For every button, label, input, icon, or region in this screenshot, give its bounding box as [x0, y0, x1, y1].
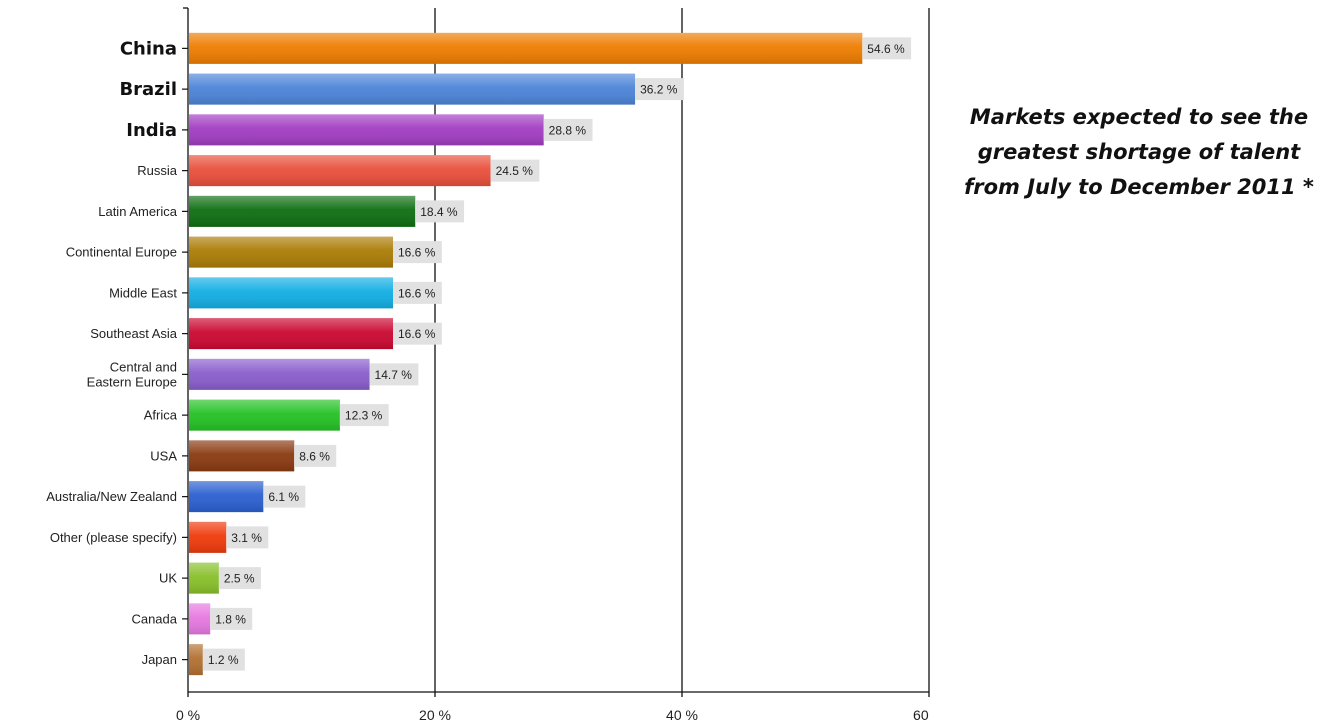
axes [182, 7, 930, 697]
category-label-australia-new-zealand: Australia/New Zealand [46, 489, 177, 504]
value-label-japan: 1.2 % [208, 653, 239, 667]
value-label-australia-new-zealand: 6.1 % [268, 490, 299, 504]
labels: 0 % 20 % 40 % 60 % China 54.6 % Brazil 36.2 % In… [46, 37, 930, 723]
category-label-other-please-specify: Other (please specify) [50, 530, 177, 545]
category-label-line: UK [159, 571, 177, 586]
bar-shine-japan [189, 644, 203, 676]
chart-title-line-2: greatest shortage of talent [977, 140, 1301, 164]
value-label-middle-east: 16.6 % [398, 286, 436, 300]
category-label-africa: Africa [144, 408, 178, 423]
value-label-southeast-asia: 16.6 % [398, 327, 436, 341]
category-label-line: Russia [137, 163, 178, 178]
x-tick-label: 20 % [419, 707, 451, 723]
bar-shine-australia-new-zealand [189, 481, 264, 513]
value-label-usa: 8.6 % [299, 449, 330, 463]
category-label-southeast-asia: Southeast Asia [90, 326, 177, 341]
category-label-line: Other (please specify) [50, 530, 177, 545]
category-label-line: Japan [142, 652, 177, 667]
category-label-central-and-eastern-europe: Central and Eastern Europe [87, 359, 177, 389]
category-label-usa: USA [150, 448, 177, 463]
value-label-box-middle-east [393, 281, 442, 304]
bar-shine-usa [189, 440, 295, 472]
category-label-india: India [126, 120, 177, 141]
value-label-box-uk [218, 567, 261, 590]
bar-shine-central-and-eastern-europe [189, 358, 370, 390]
category-label-line: Canada [131, 611, 177, 626]
category-label-china: China [120, 38, 177, 59]
category-label-line: Continental Europe [66, 245, 177, 260]
bar-shine-continental-europe [189, 236, 394, 268]
value-label-box-central-and-eastern-europe [369, 363, 419, 386]
bar-shine-middle-east [189, 277, 394, 309]
category-label-uk: UK [159, 571, 177, 586]
value-label-africa: 12.3 % [345, 409, 383, 423]
category-label-line: Africa [144, 408, 178, 423]
x-tick-label: 40 % [666, 707, 698, 723]
value-label-box-canada [210, 607, 253, 630]
value-label-box-africa [339, 404, 389, 427]
value-label-box-russia [490, 159, 540, 182]
category-label-line: Latin America [98, 204, 178, 219]
bar-shine-latin-america [189, 195, 416, 227]
gridlines [434, 8, 930, 692]
bars [189, 32, 863, 676]
category-label-line: Southeast Asia [90, 326, 177, 341]
category-label-middle-east: Middle East [109, 285, 177, 300]
category-label-canada: Canada [131, 611, 177, 626]
category-label-line: Brazil [119, 79, 177, 100]
bar-shine-india [189, 114, 544, 146]
value-label-brazil: 36.2 % [640, 83, 678, 97]
value-label-box-southeast-asia [393, 322, 442, 345]
value-label-box-australia-new-zealand [263, 485, 306, 508]
value-label-china: 54.6 % [867, 42, 905, 56]
category-label-line: Australia/New Zealand [46, 489, 177, 504]
bar-shine-brazil [189, 73, 636, 105]
value-label-box-other-please-specify [226, 526, 269, 549]
chart-title: Markets expected to see the greatest sho… [935, 100, 1343, 205]
x-tick-label: 60 % [913, 707, 930, 723]
bar-shine-other-please-specify [189, 521, 227, 553]
category-label-line: Middle East [109, 285, 177, 300]
value-label-box-usa [294, 444, 337, 467]
category-label-line: China [120, 38, 177, 59]
category-label-line: USA [150, 448, 177, 463]
category-label-latin-america: Latin America [98, 204, 178, 219]
category-label-russia: Russia [137, 163, 178, 178]
value-label-continental-europe: 16.6 % [398, 246, 436, 260]
bar-chart: 0 % 20 % 40 % 60 % China 54.6 % Brazil 36.2 % In… [46, 7, 930, 723]
bar-shine-africa [189, 399, 340, 431]
value-label-box-brazil [635, 78, 684, 101]
chart-title-line-1: Markets expected to see the [969, 105, 1309, 129]
value-label-india: 28.8 % [549, 123, 587, 137]
value-label-box-continental-europe [393, 241, 442, 264]
bar-shine-canada [189, 603, 211, 635]
category-label-japan: Japan [142, 652, 177, 667]
bar-shine-uk [189, 562, 219, 594]
value-label-canada: 1.8 % [215, 612, 246, 626]
category-label-line: India [126, 120, 177, 141]
category-label-line: Central and [110, 359, 177, 374]
value-label-box-japan [202, 648, 245, 671]
bar-shine-china [189, 32, 863, 64]
value-label-central-and-eastern-europe: 14.7 % [375, 368, 413, 382]
x-tick-label: 0 % [176, 707, 200, 723]
value-label-box-china [862, 37, 912, 60]
chart-title-line-3: from July to December 2011 * [964, 175, 1314, 199]
value-label-latin-america: 18.4 % [420, 205, 458, 219]
bar-shine-southeast-asia [189, 318, 394, 350]
value-label-box-latin-america [415, 200, 465, 223]
value-label-russia: 24.5 % [496, 164, 534, 178]
value-label-uk: 2.5 % [224, 572, 255, 586]
value-label-other-please-specify: 3.1 % [231, 531, 262, 545]
category-label-line: Eastern Europe [87, 374, 177, 389]
category-label-brazil: Brazil [119, 79, 177, 100]
bar-shine-russia [189, 155, 491, 187]
value-label-box-india [543, 118, 593, 141]
category-label-continental-europe: Continental Europe [66, 245, 177, 260]
